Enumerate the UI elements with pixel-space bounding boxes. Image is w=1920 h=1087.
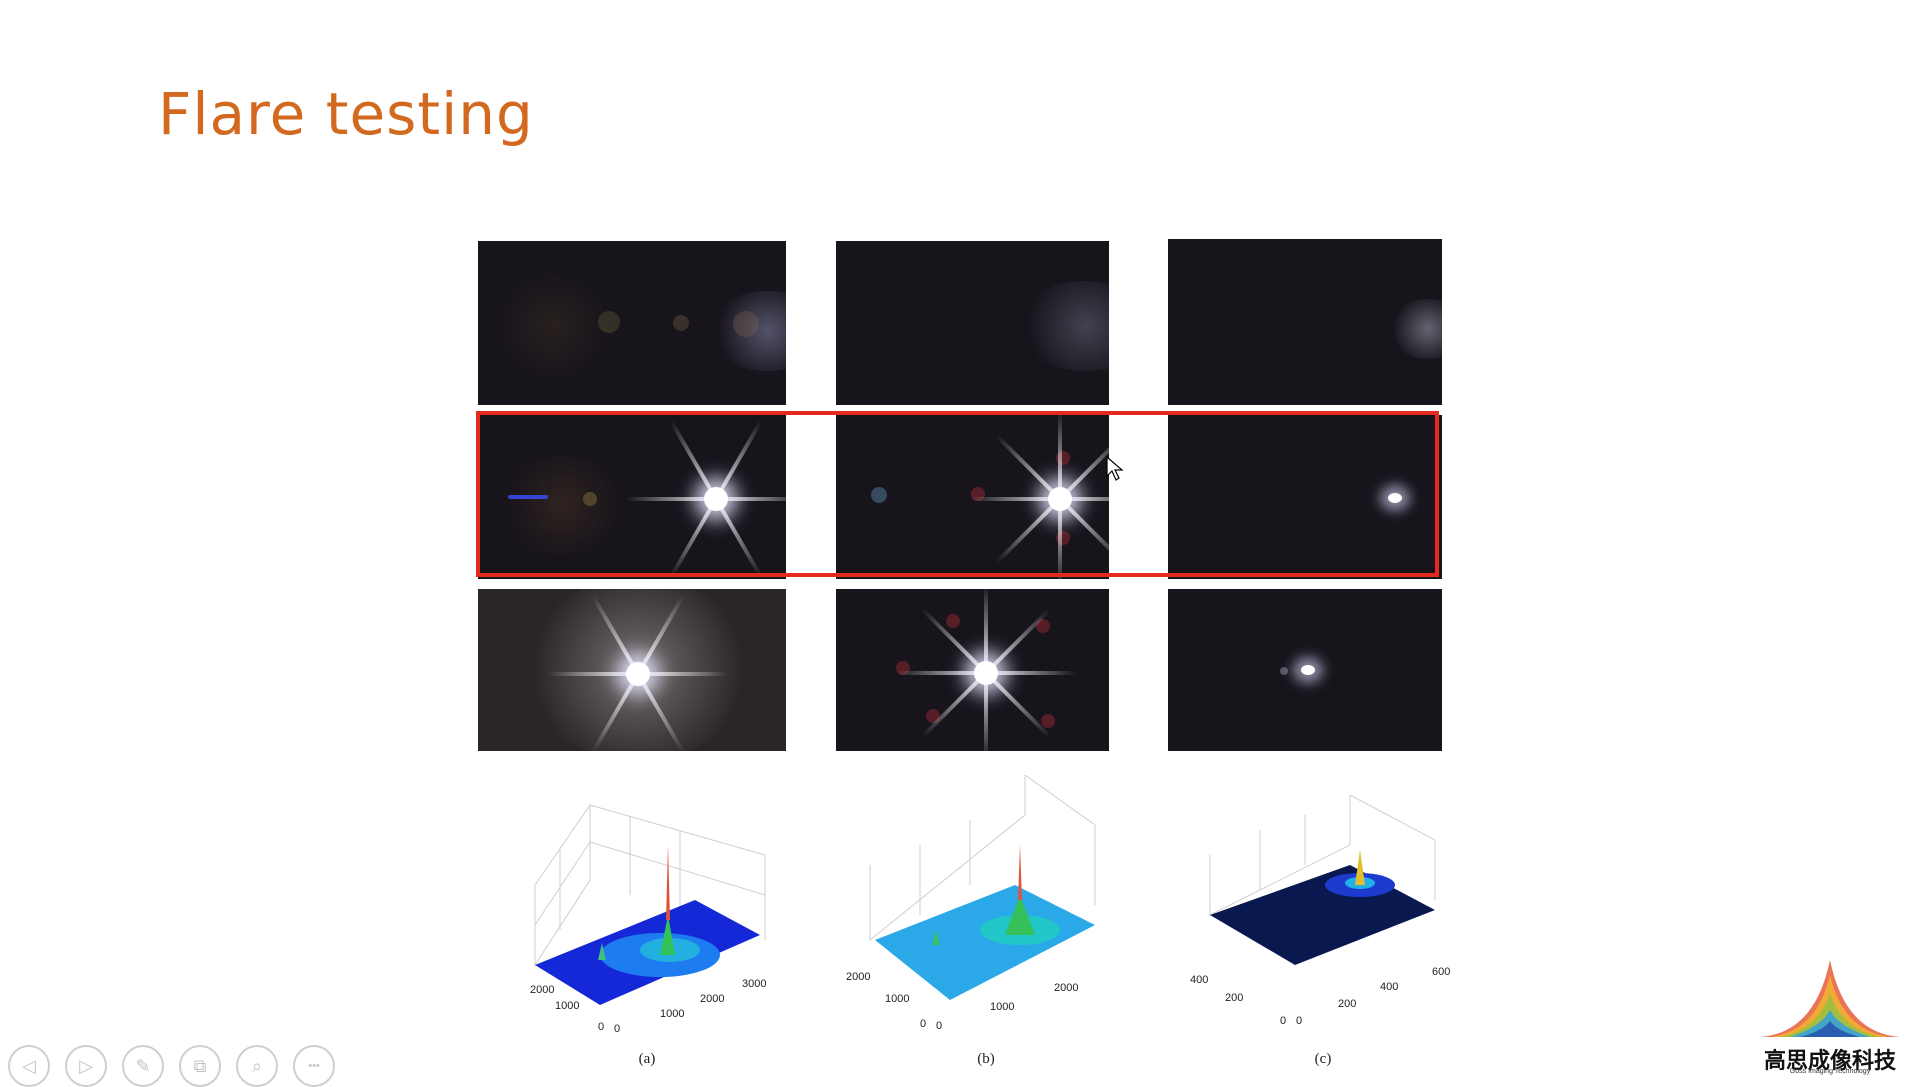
plot-b-tick: 0 — [936, 1020, 942, 1032]
caption-c: (c) — [1314, 1051, 1332, 1067]
plot-b-tick: 0 — [920, 1018, 926, 1030]
plot-c-tick: 400 — [1190, 974, 1208, 986]
logo-chinese-text: 高思成像科技 — [1763, 1048, 1896, 1073]
plot-a-tick: 2000 — [700, 993, 724, 1005]
previous-button[interactable]: ◁ — [8, 1045, 50, 1087]
plot-b-tick: 1000 — [885, 993, 909, 1005]
slides-grid-icon: ⧉ — [193, 1055, 207, 1076]
triangle-right-icon: ▷ — [79, 1055, 93, 1076]
plot-c-tick: 400 — [1380, 981, 1398, 993]
slides-button[interactable]: ⧉ — [179, 1045, 221, 1087]
flare-photo-b2 — [836, 415, 1109, 579]
logo-english-text: Goss Imaging Technology — [1789, 1068, 1871, 1075]
plot-a-tick: 0 — [598, 1021, 604, 1033]
plot-c-tick: 600 — [1432, 966, 1450, 978]
zoom-button[interactable]: ⌕ — [236, 1045, 278, 1087]
plot-a-tick: 1000 — [660, 1008, 684, 1020]
flare-photo-a3 — [478, 589, 786, 751]
highlight-box — [476, 411, 1439, 577]
flare-photo-b1 — [836, 241, 1109, 405]
flare-photo-c3 — [1168, 589, 1442, 751]
plot-a-tick: 0 — [614, 1023, 620, 1035]
slide-title: Flare testing — [158, 80, 534, 148]
plot-c-tick: 0 — [1296, 1015, 1302, 1027]
logo-mountain-icon — [1760, 960, 1900, 1037]
plot-c-tick: 200 — [1338, 998, 1356, 1010]
flare-photo-a1 — [478, 241, 786, 405]
flare-photo-c1 — [1168, 239, 1442, 405]
caption-a: (a) — [638, 1051, 656, 1067]
plot-c-tick: 200 — [1225, 992, 1243, 1004]
flare-photo-c2 — [1168, 415, 1442, 579]
mouse-cursor-icon — [1106, 456, 1124, 481]
plot-a-tick: 3000 — [742, 978, 766, 990]
plot-c-tick: 0 — [1280, 1015, 1286, 1027]
next-button[interactable]: ▷ — [65, 1045, 107, 1087]
plot-b-tick: 1000 — [990, 1001, 1014, 1013]
pen-button[interactable]: ✎ — [122, 1045, 164, 1087]
flare-photo-a2 — [478, 415, 786, 579]
surface-plot-b: 2000 1000 0 0 1000 2000 — [846, 774, 1096, 1032]
pen-icon: ✎ — [135, 1055, 151, 1076]
plot-a-tick: 2000 — [530, 984, 554, 996]
caption-b: (b) — [977, 1051, 995, 1067]
more-button[interactable]: ••• — [293, 1045, 335, 1087]
more-icon: ••• — [308, 1060, 320, 1072]
surface-plot-c: 400 200 0 0 200 400 600 — [1190, 794, 1450, 1027]
plot-b-tick: 2000 — [846, 971, 870, 983]
company-logo: 高思成像科技 Goss Imaging Technology — [1755, 955, 1905, 1075]
surface-plot-a: 2000 1000 0 0 1000 2000 3000 — [530, 803, 766, 1035]
flare-photo-b3 — [836, 589, 1109, 751]
plot-a-tick: 1000 — [555, 1000, 579, 1012]
plot-b-tick: 2000 — [1054, 982, 1078, 994]
triangle-left-icon: ◁ — [22, 1055, 36, 1076]
magnifier-icon: ⌕ — [251, 1055, 263, 1076]
